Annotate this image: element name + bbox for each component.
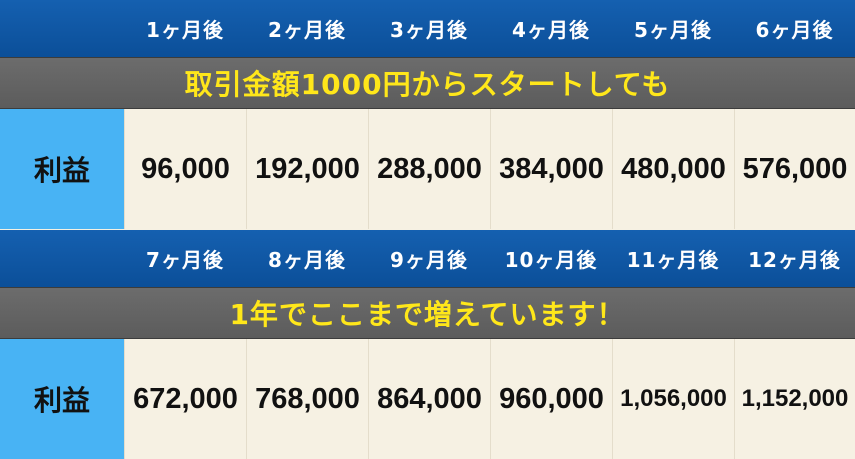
profit-row-2: 利益 672,000 768,000 864,000 960,000 1,056… bbox=[0, 339, 855, 459]
header-corner bbox=[0, 0, 124, 57]
profit-value-month-12: 1,152,000 bbox=[734, 339, 855, 459]
header-month-5: 5ヶ月後 bbox=[634, 18, 712, 42]
profit-value-month-6: 576,000 bbox=[734, 109, 855, 229]
profit-value-month-1: 96,000 bbox=[124, 109, 246, 229]
profit-value-month-5: 480,000 bbox=[612, 109, 734, 229]
profit-value-month-3: 288,000 bbox=[368, 109, 490, 229]
header-row-1: 1ヶ月後 2ヶ月後 3ヶ月後 4ヶ月後 5ヶ月後 6ヶ月後 bbox=[0, 0, 855, 57]
header-month-6: 6ヶ月後 bbox=[755, 18, 834, 42]
profit-value-month-8: 768,000 bbox=[246, 339, 368, 459]
profit-value-month-7: 672,000 bbox=[124, 339, 246, 459]
header-month-8: 8ヶ月後 bbox=[268, 248, 346, 272]
profit-value-month-2: 192,000 bbox=[246, 109, 368, 229]
header-month-4: 4ヶ月後 bbox=[512, 18, 590, 42]
months-1-6-section: 1ヶ月後 2ヶ月後 3ヶ月後 4ヶ月後 5ヶ月後 6ヶ月後 取引金額1000円か… bbox=[0, 0, 855, 229]
header-row-2: 7ヶ月後 8ヶ月後 9ヶ月後 10ヶ月後 11ヶ月後 12ヶ月後 bbox=[0, 230, 855, 287]
header-month-7: 7ヶ月後 bbox=[146, 248, 224, 272]
profit-value-month-10: 960,000 bbox=[490, 339, 612, 459]
months-7-12-section: 7ヶ月後 8ヶ月後 9ヶ月後 10ヶ月後 11ヶ月後 12ヶ月後 1年でここまで… bbox=[0, 230, 855, 459]
header-month-1: 1ヶ月後 bbox=[146, 18, 224, 42]
profit-value-month-4: 384,000 bbox=[490, 109, 612, 229]
profit-label: 利益 bbox=[0, 339, 124, 459]
profit-value-month-11: 1,056,000 bbox=[612, 339, 734, 459]
profit-value-month-9: 864,000 bbox=[368, 339, 490, 459]
header-month-10: 10ヶ月後 bbox=[504, 248, 598, 272]
header-month-2: 2ヶ月後 bbox=[268, 18, 346, 42]
banner-one-year-message: 1年でここまで増えています！ bbox=[0, 287, 855, 339]
header-month-11: 11ヶ月後 bbox=[626, 248, 720, 272]
header-corner bbox=[0, 230, 124, 287]
header-month-12: 12ヶ月後 bbox=[748, 248, 841, 272]
banner-start-message: 取引金額1000円からスタートしても bbox=[0, 57, 855, 109]
profit-row-1: 利益 96,000 192,000 288,000 384,000 480,00… bbox=[0, 109, 855, 229]
header-month-9: 9ヶ月後 bbox=[390, 248, 468, 272]
profit-label: 利益 bbox=[0, 109, 124, 229]
header-month-3: 3ヶ月後 bbox=[390, 18, 468, 42]
